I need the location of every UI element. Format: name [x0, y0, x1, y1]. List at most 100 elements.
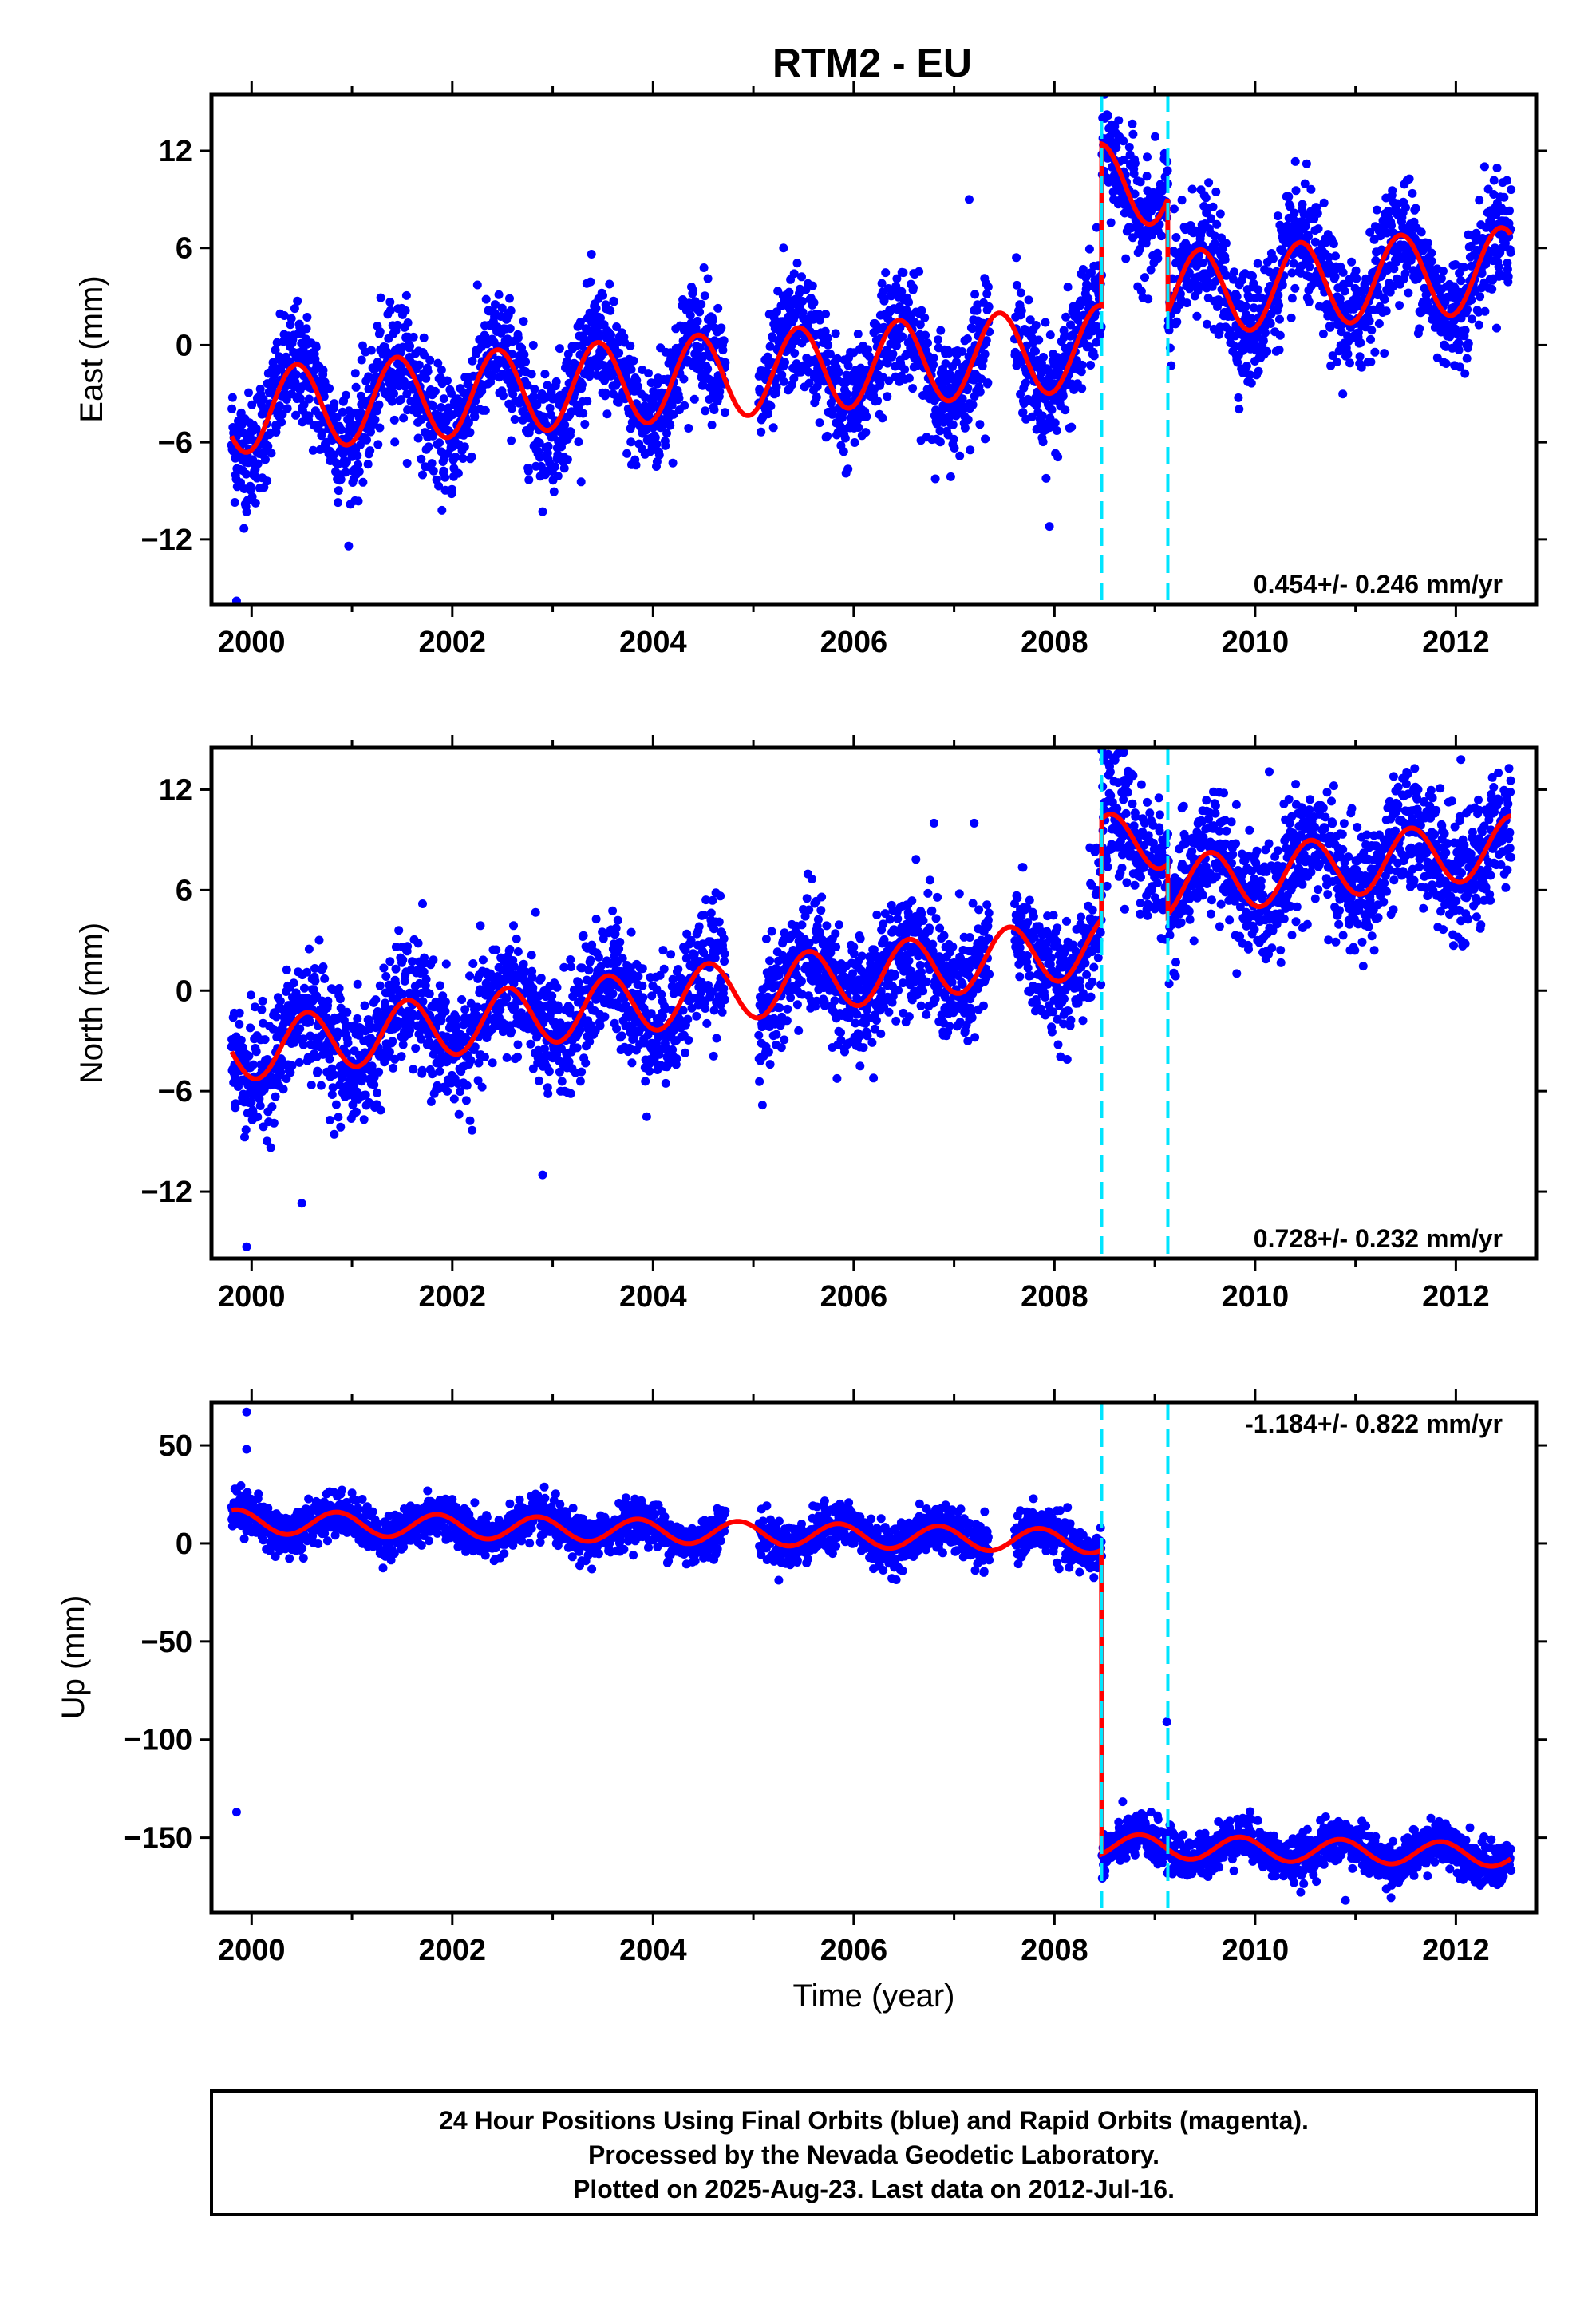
data-point — [881, 268, 891, 278]
data-point — [717, 323, 726, 333]
data-point — [1084, 244, 1094, 254]
data-point — [626, 437, 636, 447]
data-point — [1106, 218, 1116, 227]
data-point — [457, 995, 467, 1004]
data-point — [797, 272, 806, 282]
data-point — [510, 415, 519, 424]
data-point — [1067, 422, 1077, 432]
data-point — [540, 370, 550, 379]
data-point — [1499, 192, 1509, 202]
data-point — [1275, 330, 1285, 340]
data-point — [439, 394, 448, 404]
data-point — [638, 981, 647, 990]
data-point — [809, 298, 819, 307]
data-point — [464, 418, 473, 427]
data-point — [454, 1109, 464, 1119]
data-point — [373, 440, 383, 449]
data-point — [1142, 172, 1152, 181]
data-point — [290, 304, 299, 314]
data-point — [241, 1125, 251, 1135]
data-point — [1052, 426, 1061, 435]
data-point — [908, 384, 918, 393]
data-point — [892, 274, 902, 283]
data-point — [535, 453, 545, 462]
data-point — [335, 994, 345, 1004]
data-point — [336, 475, 346, 484]
data-point — [650, 392, 659, 401]
data-point — [433, 358, 443, 368]
data-point — [1287, 294, 1297, 303]
data-point — [409, 1065, 418, 1074]
data-point — [426, 1097, 436, 1106]
data-point — [1058, 391, 1068, 401]
data-point — [358, 477, 368, 487]
data-point — [334, 498, 342, 508]
data-point — [1232, 292, 1242, 302]
data-point — [1345, 358, 1354, 368]
data-point — [1187, 184, 1197, 194]
data-point — [1278, 280, 1287, 290]
data-point — [1221, 239, 1231, 248]
outlier-point — [964, 195, 974, 204]
data-point — [361, 1090, 370, 1100]
data-point — [320, 974, 330, 983]
data-point — [304, 394, 314, 404]
outlier-point — [242, 507, 251, 516]
data-point — [501, 361, 511, 370]
data-point — [513, 1040, 523, 1049]
data-point — [1439, 267, 1448, 276]
data-point — [626, 365, 636, 374]
data-point — [507, 436, 516, 445]
data-point — [291, 410, 301, 420]
data-point — [929, 353, 938, 362]
data-point — [460, 442, 469, 452]
data-point — [1053, 453, 1063, 462]
data-point — [1169, 204, 1179, 214]
data-point — [815, 418, 824, 428]
data-point — [247, 1097, 256, 1107]
data-point — [1034, 335, 1044, 345]
data-point — [699, 351, 709, 361]
data-point — [834, 367, 843, 377]
data-point — [1182, 298, 1191, 308]
data-point — [1021, 378, 1030, 388]
data-point — [275, 401, 284, 411]
data-point — [602, 409, 612, 419]
data-point — [930, 474, 940, 484]
data-point — [374, 1067, 384, 1077]
data-point — [354, 467, 364, 476]
data-point — [721, 358, 730, 367]
data-point — [397, 395, 406, 404]
data-point — [1254, 366, 1263, 376]
data-point — [1506, 247, 1515, 257]
data-point — [374, 400, 384, 409]
data-point — [523, 381, 532, 390]
data-point — [314, 421, 324, 429]
data-point — [251, 498, 260, 508]
data-point — [375, 423, 385, 433]
data-point — [505, 945, 515, 954]
data-point — [627, 1058, 637, 1068]
data-point — [689, 394, 699, 404]
data-point — [467, 452, 476, 461]
data-point — [613, 915, 622, 925]
data-point — [440, 1006, 450, 1016]
data-point — [435, 981, 444, 990]
data-point — [861, 428, 871, 437]
data-point — [1427, 248, 1436, 258]
data-point — [318, 962, 328, 971]
data-point — [900, 365, 910, 374]
data-point — [401, 290, 411, 300]
data-point — [1290, 208, 1299, 218]
data-point — [388, 1037, 397, 1046]
data-point — [227, 404, 237, 413]
data-point — [713, 303, 723, 313]
data-point — [246, 485, 255, 495]
data-point — [843, 390, 852, 400]
data-point — [669, 409, 678, 419]
data-point — [823, 333, 832, 342]
data-point — [353, 979, 362, 989]
data-point — [1130, 159, 1140, 168]
data-point — [789, 373, 799, 383]
data-point — [295, 1024, 305, 1034]
